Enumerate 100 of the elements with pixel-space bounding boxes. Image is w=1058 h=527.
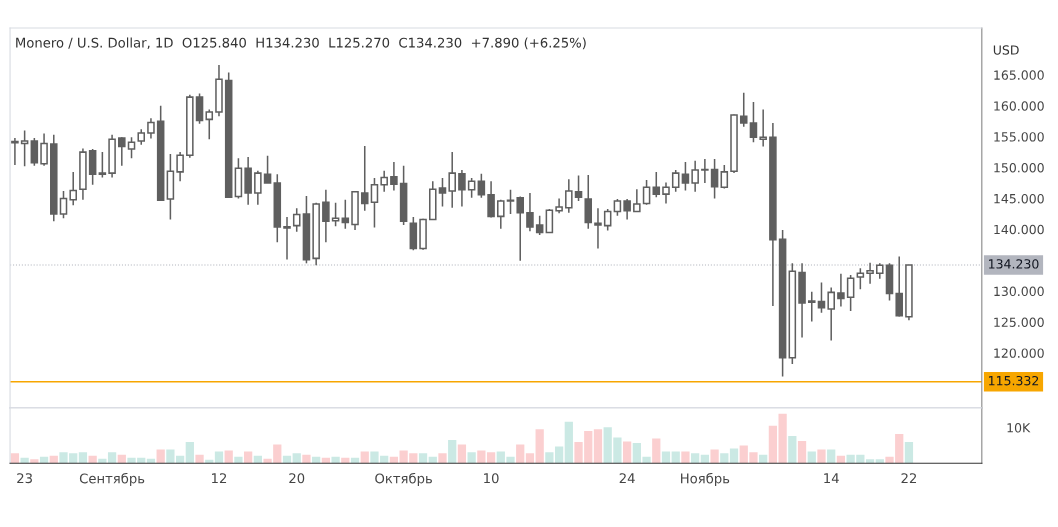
candlestick bbox=[759, 108, 767, 148]
candlestick bbox=[322, 189, 330, 244]
candlestick bbox=[20, 129, 29, 168]
bar bbox=[710, 449, 719, 464]
ref-line-label: 115.332 bbox=[989, 375, 1039, 386]
candlestick bbox=[59, 190, 68, 219]
candlestick bbox=[720, 164, 729, 190]
candlestick bbox=[11, 137, 19, 166]
bar bbox=[525, 453, 535, 464]
candlestick bbox=[40, 132, 48, 167]
candlestick bbox=[633, 188, 641, 213]
candlestick bbox=[565, 178, 573, 214]
x-tick-label: 22 bbox=[901, 473, 917, 483]
candlestick bbox=[506, 189, 515, 215]
bar bbox=[312, 456, 321, 464]
x-tick-label: 14 bbox=[824, 473, 839, 483]
bar bbox=[516, 444, 525, 464]
bar bbox=[759, 454, 768, 464]
bar bbox=[623, 441, 632, 464]
candlestick bbox=[263, 155, 272, 184]
text: Monero / U.S. Dollar, 1D O125.840 H134.230 L125.270 C134.230 +7.890 (+6.25%) bbox=[16, 37, 586, 50]
candlestick bbox=[827, 286, 835, 342]
candlestick bbox=[487, 180, 495, 219]
x-tick-label: Ноябрь bbox=[681, 472, 730, 486]
bar bbox=[428, 456, 437, 464]
x-tick-label: 24 bbox=[619, 473, 635, 483]
candlestick bbox=[370, 177, 379, 229]
candlestick bbox=[98, 151, 107, 179]
bar bbox=[78, 452, 88, 464]
candlestick bbox=[176, 151, 184, 182]
candlestick bbox=[497, 198, 505, 230]
candlestick bbox=[895, 255, 904, 318]
candlestick bbox=[477, 172, 486, 199]
bar bbox=[418, 453, 428, 464]
bar bbox=[20, 457, 29, 464]
y-tick-label: 125.000 bbox=[994, 317, 1044, 327]
candlestick bbox=[603, 208, 612, 232]
candlestick bbox=[574, 174, 583, 202]
bar bbox=[477, 450, 486, 464]
bar bbox=[817, 449, 826, 464]
y-tick-label: 120.000 bbox=[994, 348, 1044, 358]
bar bbox=[292, 453, 301, 464]
y-tick-label: 165.000 bbox=[994, 70, 1044, 80]
candlestick bbox=[360, 145, 369, 212]
bar bbox=[224, 450, 233, 464]
bar bbox=[39, 456, 49, 464]
candlestick bbox=[390, 161, 398, 192]
candlestick bbox=[807, 290, 816, 323]
bar bbox=[681, 451, 690, 464]
candlestick bbox=[837, 273, 845, 308]
candlestick bbox=[535, 214, 544, 236]
bar bbox=[904, 441, 914, 464]
y-tick-label: 130.000 bbox=[994, 286, 1044, 297]
candlestick bbox=[662, 181, 670, 205]
candlestick bbox=[380, 169, 388, 193]
bar bbox=[331, 456, 340, 464]
bar bbox=[729, 448, 739, 464]
candlestick bbox=[331, 202, 340, 228]
bar bbox=[302, 454, 311, 464]
text: 10K bbox=[1007, 423, 1031, 433]
candlestick bbox=[30, 137, 39, 167]
x-tick-label: 20 bbox=[289, 473, 305, 484]
candlestick bbox=[254, 169, 262, 206]
bar bbox=[117, 454, 126, 464]
candlestick bbox=[856, 267, 865, 291]
bar bbox=[49, 455, 58, 464]
y-tick-label: 155.000 bbox=[994, 132, 1044, 142]
candlestick bbox=[846, 274, 855, 312]
bar bbox=[788, 436, 797, 464]
bar bbox=[865, 459, 875, 464]
bar bbox=[282, 455, 292, 464]
bar bbox=[195, 454, 204, 464]
y-axis-title: USD bbox=[993, 45, 1019, 55]
candlestick bbox=[341, 198, 350, 230]
y-tick-label: 145.000 bbox=[994, 193, 1044, 204]
candlestick bbox=[710, 158, 719, 200]
candlestick bbox=[438, 177, 447, 208]
bar bbox=[661, 451, 671, 464]
bar bbox=[438, 453, 447, 464]
candlestick bbox=[681, 161, 690, 192]
ref-line-label: 134.230 bbox=[989, 259, 1039, 269]
candlestick bbox=[458, 169, 466, 208]
candlestick bbox=[467, 177, 476, 199]
bar bbox=[593, 429, 603, 464]
candlestick bbox=[195, 92, 204, 125]
candlestick bbox=[516, 195, 525, 262]
bar bbox=[234, 456, 243, 464]
x-tick-label: Октябрь bbox=[375, 472, 432, 486]
x-tick-label: 10 bbox=[484, 473, 499, 484]
candlestick bbox=[701, 158, 709, 184]
bar bbox=[448, 440, 457, 464]
bar bbox=[797, 441, 807, 464]
bar bbox=[827, 449, 836, 464]
bar bbox=[185, 441, 194, 464]
candlestick bbox=[749, 101, 758, 143]
candlestick bbox=[292, 207, 301, 233]
candlestick bbox=[147, 117, 155, 140]
candlestick bbox=[448, 151, 456, 209]
bar bbox=[486, 452, 496, 464]
candlestick bbox=[817, 281, 826, 314]
